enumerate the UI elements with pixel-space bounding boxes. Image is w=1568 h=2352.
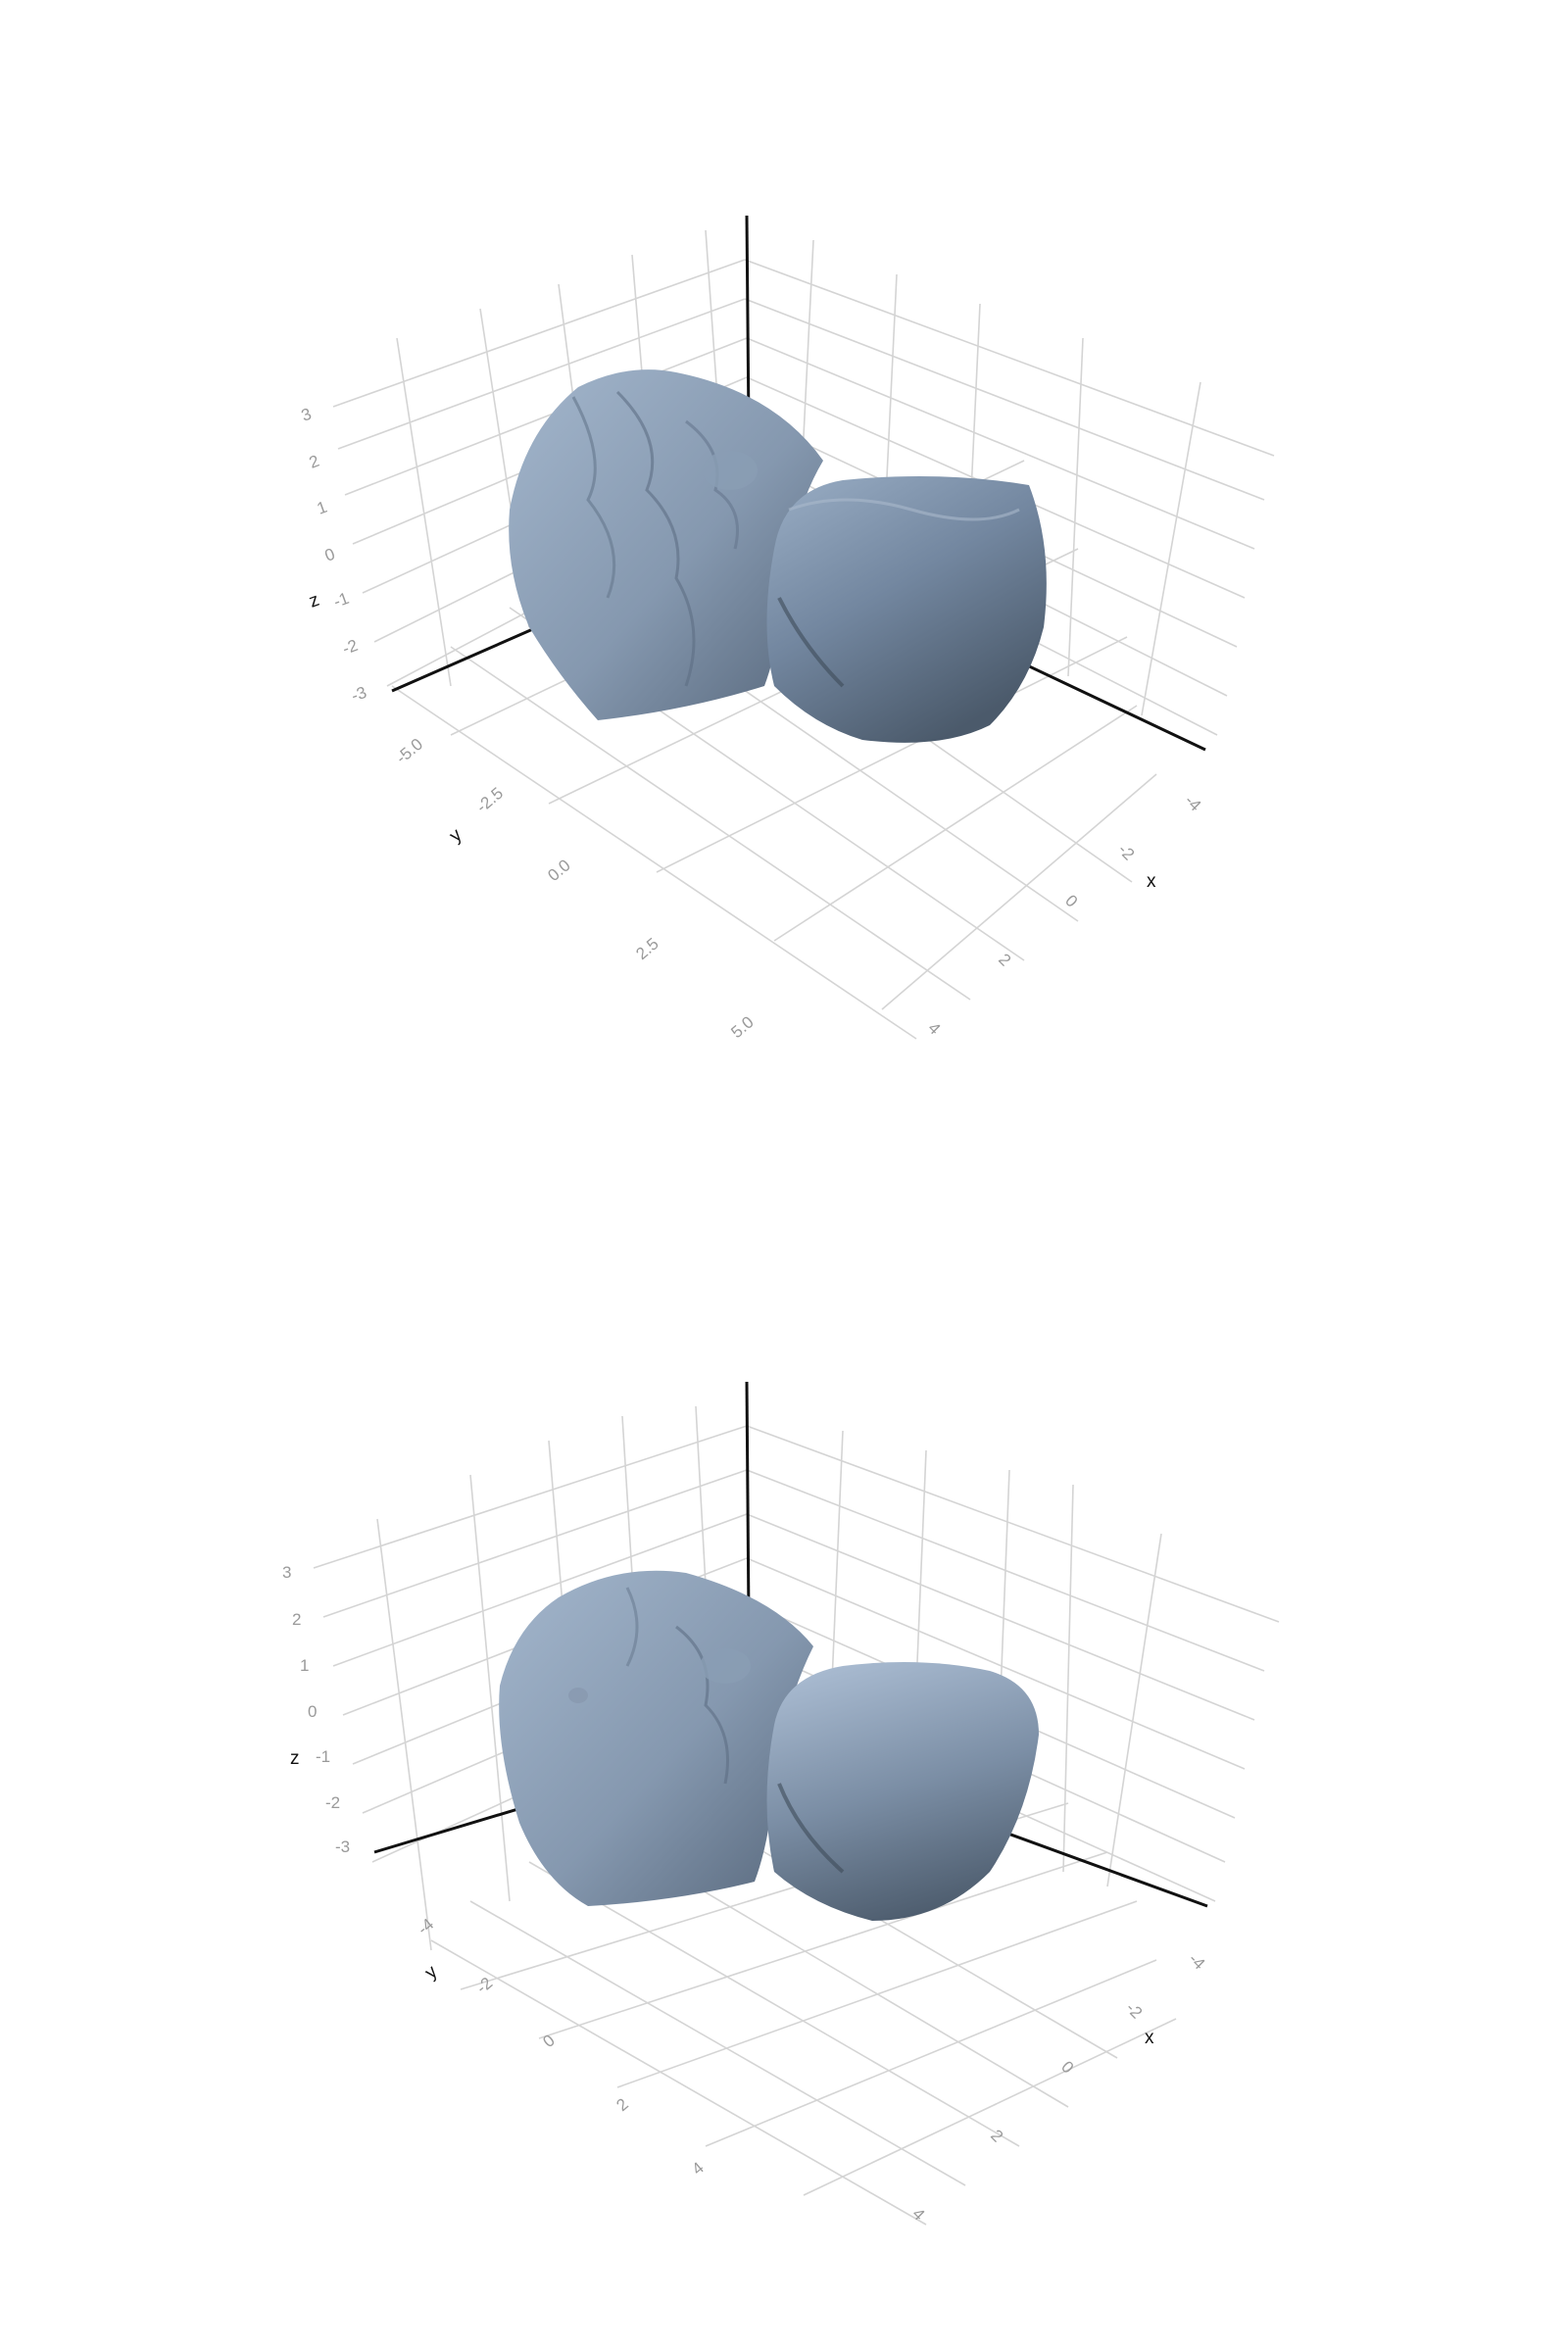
z-axis-label: z bbox=[307, 590, 322, 612]
z-tick: 3 bbox=[282, 1563, 291, 1582]
x-tick: 4 bbox=[908, 2204, 928, 2224]
z-tick: -3 bbox=[335, 1838, 350, 1856]
surface-shape[interactable] bbox=[499, 1570, 1039, 1921]
y-axis-label: y bbox=[446, 824, 466, 847]
z-tick: 2 bbox=[307, 452, 321, 472]
y-tick: 5.0 bbox=[727, 1012, 757, 1042]
x-tick: -2 bbox=[1122, 1998, 1146, 2022]
y-tick: -4 bbox=[414, 1915, 437, 1938]
z-axis-ticks: 3 2 1 0 -1 -2 -3 z bbox=[282, 1563, 350, 1856]
x-tick: 0 bbox=[1061, 891, 1081, 910]
x-tick: 2 bbox=[995, 950, 1014, 969]
x-axis-ticks: -4 -2 0 2 4 x bbox=[924, 791, 1204, 1038]
surface-shape[interactable] bbox=[509, 369, 1047, 743]
z-tick: -1 bbox=[316, 1747, 330, 1766]
x-axis-label: x bbox=[1147, 871, 1156, 892]
z-tick: -2 bbox=[325, 1793, 340, 1812]
y-tick: 2 bbox=[612, 2094, 631, 2115]
z-tick: 2 bbox=[292, 1610, 301, 1629]
z-tick: -1 bbox=[331, 589, 352, 612]
plot-canvas-bottom[interactable]: 3 2 1 0 -1 -2 -3 z -4 -2 0 2 4 y -4 -2 0… bbox=[0, 1176, 1568, 2352]
y-axis-ticks: -5.0 -2.5 0.0 2.5 5.0 y bbox=[392, 735, 757, 1042]
y-tick: -2 bbox=[472, 1974, 496, 1997]
y-tick: -2.5 bbox=[472, 784, 507, 816]
z-tick: 3 bbox=[299, 405, 314, 425]
surface-plot-bottom[interactable]: 3 2 1 0 -1 -2 -3 z -4 -2 0 2 4 y -4 -2 0… bbox=[0, 1176, 1568, 2352]
plot-canvas-top[interactable]: 3 2 1 0 -1 -2 -3 z -5.0 -2.5 0.0 2.5 5.0… bbox=[0, 0, 1568, 1176]
x-tick: -4 bbox=[1181, 791, 1204, 814]
z-tick: 0 bbox=[322, 545, 337, 565]
y-tick: 0 bbox=[539, 2031, 558, 2051]
y-tick: -5.0 bbox=[392, 735, 426, 767]
x-axis-label: x bbox=[1145, 2028, 1154, 2048]
z-axis-ticks: 3 2 1 0 -1 -2 -3 z bbox=[299, 405, 369, 706]
z-tick: -2 bbox=[340, 636, 361, 659]
y-tick: 2.5 bbox=[632, 934, 662, 963]
z-tick: -3 bbox=[349, 683, 369, 706]
z-tick: 1 bbox=[300, 1656, 309, 1675]
x-tick: -4 bbox=[1185, 1949, 1208, 1973]
x-tick: 4 bbox=[924, 1018, 944, 1038]
surface-plot-top[interactable]: 3 2 1 0 -1 -2 -3 z -5.0 -2.5 0.0 2.5 5.0… bbox=[0, 0, 1568, 1176]
z-axis-label: z bbox=[290, 1748, 300, 1769]
y-axis-ticks: -4 -2 0 2 4 y bbox=[414, 1915, 707, 2179]
z-tick: 0 bbox=[308, 1702, 317, 1721]
z-tick: 1 bbox=[315, 498, 329, 518]
y-axis-label: y bbox=[421, 1961, 442, 1984]
y-tick: 4 bbox=[688, 2158, 707, 2179]
x-axis-ticks: -4 -2 0 2 4 x bbox=[908, 1949, 1208, 2224]
y-tick: 0.0 bbox=[544, 856, 573, 885]
x-tick: -2 bbox=[1114, 840, 1138, 863]
